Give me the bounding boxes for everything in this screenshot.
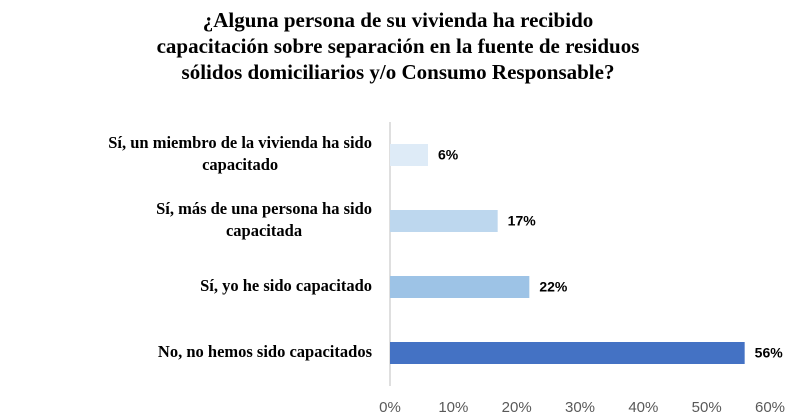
chart-title: capacitación sobre separación en la fuen… [157,34,640,58]
x-tick-label: 50% [692,399,722,416]
data-label: 22% [539,279,568,295]
y-tick-label: Sí, un miembro de la vivienda ha sido [108,133,372,152]
x-tick-label: 0% [379,399,401,416]
x-tick-label: 30% [565,399,595,416]
bar [390,210,498,232]
bar [390,342,745,364]
bar [390,276,530,298]
x-tick-label: 10% [438,399,468,416]
y-tick-label: capacitada [226,221,302,240]
data-label: 17% [508,213,537,229]
bar [390,144,428,166]
chart-title: ¿Alguna persona de su vivienda ha recibi… [203,8,594,32]
y-tick-label: Sí, yo he sido capacitado [200,276,372,295]
y-tick-label: No, no hemos sido capacitados [158,342,373,361]
chart-title: sólidos domiciliarios y/o Consumo Respon… [182,60,615,84]
x-tick-label: 40% [628,399,658,416]
data-label: 56% [755,345,784,361]
y-tick-label: Sí, más de una persona ha sido [156,199,372,218]
y-tick-label: capacitado [202,155,278,174]
data-label: 6% [438,147,459,163]
x-tick-label: 20% [502,399,532,416]
x-tick-label: 60% [755,399,785,416]
